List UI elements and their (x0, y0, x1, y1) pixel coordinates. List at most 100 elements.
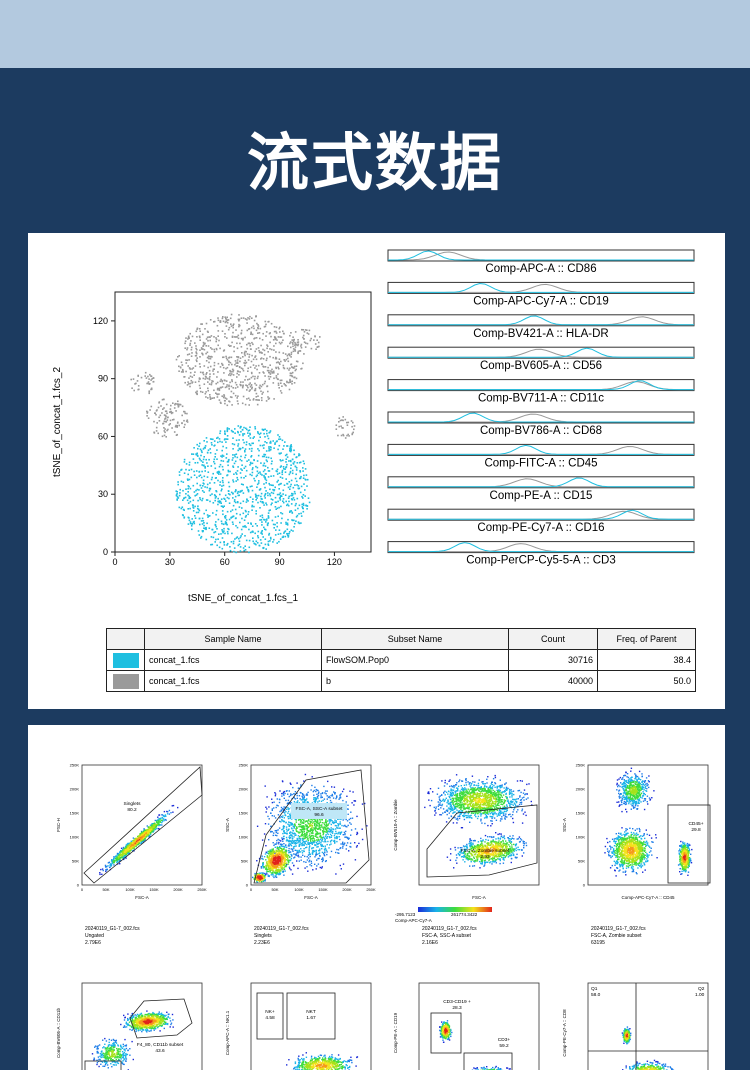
tsne-point (258, 399, 260, 401)
density-point (269, 860, 271, 862)
tsne-point (276, 542, 278, 544)
density-point (317, 797, 319, 800)
tsne-point (223, 530, 225, 532)
density-point (324, 821, 327, 823)
density-point (120, 847, 123, 849)
density-point (291, 855, 293, 857)
density-point (298, 825, 300, 827)
density-point (266, 862, 268, 864)
density-point (335, 836, 338, 838)
density-point (356, 831, 358, 834)
density-point (113, 861, 115, 864)
tsne-point (234, 495, 237, 498)
density-point (315, 830, 317, 833)
density-point (288, 845, 290, 847)
tsne-point (183, 419, 185, 422)
density-point (307, 841, 309, 843)
tsne-point (219, 440, 221, 443)
tsne-point (240, 381, 242, 383)
tsne-point (215, 525, 217, 528)
tsne-point (267, 398, 270, 400)
tsne-point (292, 462, 295, 465)
table-row[interactable]: concat_1.fcs b 40000 50.0 (106, 670, 696, 692)
density-point (307, 854, 310, 856)
tsne-point (163, 434, 166, 437)
density-point (136, 842, 139, 844)
tsne-point (288, 495, 290, 498)
density-point (294, 798, 297, 800)
tsne-point (248, 390, 251, 392)
density-point (326, 832, 329, 834)
tsne-point (178, 506, 181, 509)
tsne-point (285, 478, 287, 480)
density-point (298, 818, 300, 821)
tsne-point (237, 370, 240, 373)
tsne-point (247, 370, 249, 372)
tsne-point (191, 382, 193, 384)
density-point (148, 826, 150, 828)
density-point (342, 819, 344, 821)
density-point (334, 828, 337, 830)
tsne-point (280, 512, 282, 514)
histogram-curve-cyan (388, 282, 694, 293)
density-point (310, 865, 313, 867)
density-point (327, 833, 329, 836)
tsne-point (254, 337, 256, 339)
density-point (304, 827, 306, 829)
tsne-point (263, 462, 266, 465)
table-row[interactable]: concat_1.fcs FlowSOM.Pop0 30716 38.4 (106, 649, 696, 671)
density-point (303, 796, 305, 799)
tsne-point (183, 410, 186, 413)
tsne-point (187, 335, 190, 338)
tsne-point (157, 432, 159, 435)
y-tick-label: 0 (77, 883, 80, 888)
density-point (104, 865, 107, 867)
density-point (107, 865, 109, 867)
tsne-point (219, 463, 222, 466)
tsne-point (249, 366, 252, 368)
tsne-point (219, 481, 222, 483)
density-point (279, 873, 281, 876)
density-point (327, 780, 329, 783)
tsne-point (269, 484, 271, 486)
density-point (271, 815, 273, 817)
density-point (299, 851, 302, 853)
histogram-label: Comp-BV605-A :: CD56 (480, 360, 602, 372)
density-point (125, 846, 128, 848)
tsne-point (267, 456, 270, 459)
tsne-point (303, 462, 305, 465)
tsne-point (255, 348, 258, 350)
density-point (303, 825, 305, 828)
y-tick-label: 50K (72, 859, 79, 864)
tsne-point (297, 350, 300, 353)
tsne-point (195, 489, 197, 492)
tsne-point (189, 497, 192, 499)
density-point (312, 853, 314, 855)
tsne-point (213, 462, 216, 465)
tsne-point (294, 350, 297, 352)
tsne-point (285, 458, 288, 460)
density-point (275, 869, 277, 871)
tsne-point (255, 543, 257, 546)
tsne-point (135, 382, 137, 385)
density-point (347, 838, 350, 840)
density-point (283, 874, 285, 876)
density-point (292, 838, 294, 840)
density-point (297, 839, 299, 841)
tsne-point (221, 454, 224, 457)
tsne-point (253, 327, 255, 330)
tsne-point (294, 465, 297, 468)
tsne-point (268, 482, 270, 485)
density-point (147, 828, 149, 831)
tsne-point (274, 516, 277, 518)
density-point (164, 814, 167, 816)
density-point (290, 783, 292, 785)
tsne-point (317, 341, 320, 344)
density-point (270, 874, 272, 876)
density-point (291, 832, 293, 834)
density-point (316, 836, 318, 838)
density-point (332, 830, 334, 833)
tsne-point (216, 449, 218, 451)
density-point (110, 863, 113, 865)
tsne-point (196, 476, 198, 479)
